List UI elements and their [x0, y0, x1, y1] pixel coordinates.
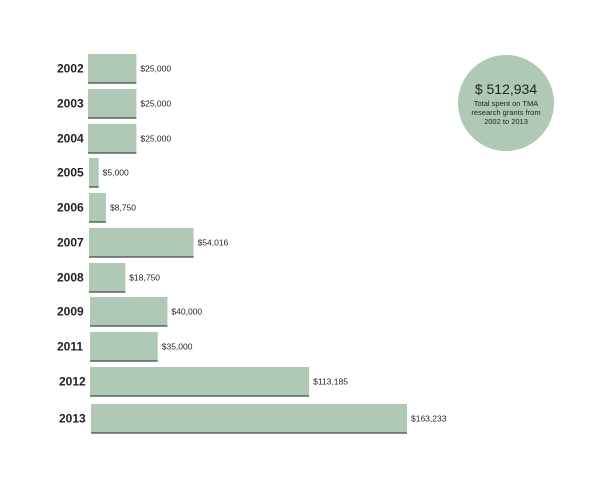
year-label-2006: 2006 — [57, 201, 84, 215]
value-label-2009: $40,000 — [171, 307, 202, 317]
year-label-2013: 2013 — [59, 412, 86, 426]
bar-2003 — [88, 89, 137, 118]
bar-2005 — [89, 158, 99, 187]
year-label-2002: 2002 — [57, 62, 84, 76]
value-labels: $25,000 $25,000 $25,000 $5,000 $8,750 $54,016… — [103, 64, 447, 424]
bar-2013 — [91, 404, 407, 433]
total-amount: $ 512,934 — [474, 80, 538, 97]
value-label-2002: $25,000 — [140, 64, 171, 74]
bar-2004 — [88, 124, 137, 153]
value-label-2004: $25,000 — [140, 134, 171, 144]
bar-2007 — [89, 228, 194, 257]
value-label-2006: $8,750 — [110, 203, 136, 213]
bar-2006 — [89, 193, 106, 222]
year-label-2004: 2004 — [57, 132, 84, 146]
year-label-2003: 2003 — [57, 97, 84, 111]
total-summary-circle: $ 512,934 Total spent on TMA research gr… — [458, 55, 554, 151]
value-label-2008: $18,750 — [129, 273, 160, 283]
bars — [88, 54, 407, 434]
year-label-2012: 2012 — [59, 375, 86, 389]
year-label-2005: 2005 — [57, 166, 84, 180]
bar-2009 — [90, 297, 168, 326]
value-label-2011: $35,000 — [162, 342, 193, 352]
year-label-2008: 2008 — [57, 271, 84, 285]
bar-2002 — [88, 54, 137, 83]
value-label-2005: $5,000 — [103, 168, 129, 178]
bar-2008 — [89, 263, 126, 292]
year-labels: 2002 2003 2004 2005 2006 2007 2008 2009 2011 2012… — [57, 62, 86, 426]
bar-2011 — [90, 332, 158, 361]
total-caption: Total spent on TMA research grants from … — [471, 98, 541, 126]
value-label-2012: $113,185 — [313, 377, 348, 387]
year-label-2011: 2011 — [57, 340, 83, 354]
bar-2012 — [90, 367, 310, 396]
year-label-2007: 2007 — [57, 236, 84, 250]
value-label-2007: $54,016 — [198, 238, 229, 248]
year-label-2009: 2009 — [57, 305, 84, 319]
value-label-2013: $163,233 — [411, 414, 447, 424]
value-label-2003: $25,000 — [140, 99, 171, 109]
